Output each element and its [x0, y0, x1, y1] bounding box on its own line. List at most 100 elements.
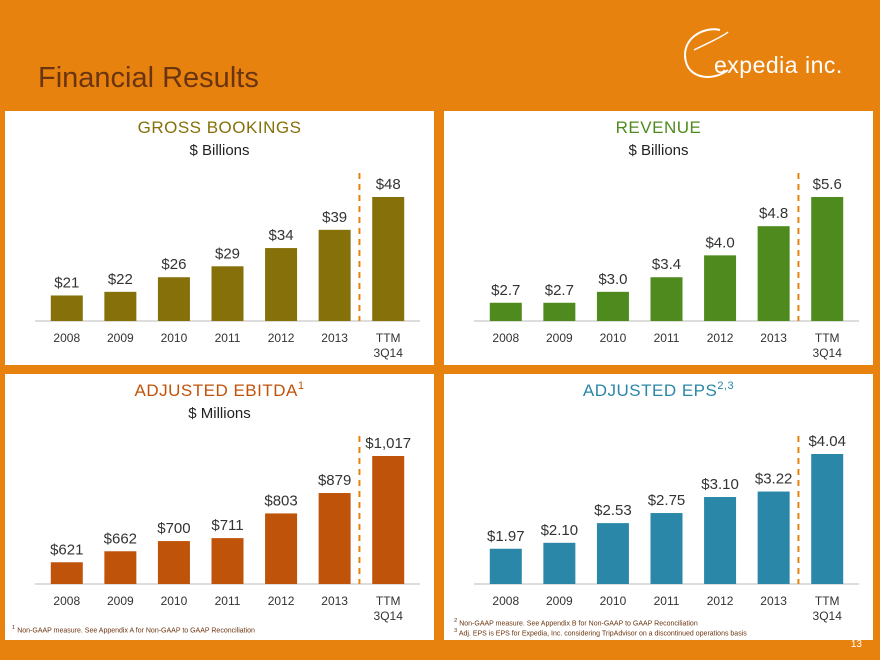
gross-bookings-data-label-2012: $34 [269, 227, 294, 244]
gross-bookings-subtitle: $ Billions [189, 142, 249, 159]
revenue-tick-label-2011: 2011 [654, 331, 680, 345]
adjusted-ebitda-tick-sublabel-ttm: 3Q14 [374, 609, 404, 623]
adjusted-eps-tick-label-2009: 2009 [546, 594, 573, 608]
adjusted-eps-data-label-2008: $1.97 [487, 528, 525, 545]
revenue-data-label-2011: $3.4 [652, 256, 681, 273]
revenue-tick-label-2012: 2012 [707, 331, 734, 345]
eps-footnote-2: 3 Adj. EPS is EPS for Expedia, Inc. cons… [454, 628, 747, 637]
adjusted-eps-bar-ttm [811, 454, 844, 584]
adjusted-ebitda-bar-2010 [157, 541, 190, 584]
gross-bookings-data-label-2011: $29 [215, 245, 240, 262]
revenue-data-label-2008: $2.7 [491, 282, 520, 299]
gross-bookings-bar-ttm [372, 197, 405, 321]
adjusted-ebitda-bar-ttm [372, 456, 405, 584]
gross-bookings-bar-2010 [157, 277, 190, 321]
gross-bookings-title: GROSS BOOKINGS [138, 118, 302, 137]
adjusted-eps-bar-2013 [757, 491, 790, 584]
adjusted-eps-svg: ADJUSTED EPS2,3 $1.97 2008 $2.10 2009 $2.53 20… [474, 380, 859, 623]
adjusted-eps-chart: ADJUSTED EPS2,3 $1.97 2008 $2.10 2009 $2.53 20… [444, 374, 873, 640]
expedia-swoosh-icon [684, 28, 729, 78]
adjusted-ebitda-data-label-2008: $621 [50, 541, 83, 558]
gross-bookings-title-text: GROSS BOOKINGS [138, 118, 302, 137]
gross-bookings-bar-2012 [265, 248, 298, 321]
gross-bookings-tick-label-2013: 2013 [321, 331, 348, 345]
revenue-subtitle: $ Billions [628, 142, 688, 159]
gross-bookings-tick-label-2008: 2008 [53, 331, 80, 345]
gross-bookings-bar-2009 [104, 291, 137, 321]
adjusted-eps-data-label-2012: $3.10 [701, 476, 739, 493]
gross-bookings-svg: GROSS BOOKINGS $ Billions $21 2008 $22 2009 $2… [35, 118, 420, 360]
gross-bookings-data-label-2010: $26 [161, 256, 186, 273]
ebitda-footnote-mark: 1 [12, 625, 16, 631]
gross-bookings-chart: GROSS BOOKINGS $ Billions $21 2008 $22 2009 $2… [5, 111, 434, 365]
adjusted-ebitda-tick-label-2010: 2010 [161, 594, 188, 608]
adjusted-eps-tick-label-ttm: TTM [815, 594, 840, 608]
adjusted-ebitda-data-label-2010: $700 [157, 520, 190, 537]
gross-bookings-tick-label-2011: 2011 [215, 331, 241, 345]
expedia-logo: expedia inc. [672, 22, 872, 92]
revenue-tick-label-2008: 2008 [492, 331, 519, 345]
adjusted-eps-tick-label-2008: 2008 [492, 594, 519, 608]
logo-wordmark: expedia inc. [714, 52, 843, 78]
adjusted-eps-data-label-2010: $2.53 [594, 502, 632, 519]
adjusted-ebitda-tick-label-2012: 2012 [268, 594, 295, 608]
adjusted-eps-data-label-2011: $2.75 [648, 492, 686, 509]
revenue-title-text: REVENUE [616, 118, 702, 137]
gross-bookings-data-label-2013: $39 [322, 209, 347, 226]
adjusted-ebitda-data-label-2013: $879 [318, 472, 351, 489]
adjusted-ebitda-bar-2008 [50, 562, 83, 584]
ebitda-footnote: 1 Non-GAAP measure. See Appendix A for N… [12, 625, 255, 634]
revenue-tick-label-ttm: TTM [815, 331, 840, 345]
eps-footnote-1-text: Non-GAAP measure. See Appendix B for Non… [459, 620, 698, 628]
gross-bookings-tick-label-2010: 2010 [161, 331, 188, 345]
adjusted-ebitda-bar-2011 [211, 538, 244, 584]
adjusted-ebitda-data-label-2009: $662 [104, 530, 137, 547]
adjusted-ebitda-tick-label-2013: 2013 [321, 594, 348, 608]
page-number: 13 [850, 639, 862, 650]
gross-bookings-data-label-ttm: $48 [376, 176, 401, 193]
revenue-bar-2011 [650, 277, 683, 321]
revenue-data-label-2009: $2.7 [545, 282, 574, 299]
revenue-bar-2009 [543, 302, 576, 321]
adjusted-eps-data-label-ttm: $4.04 [808, 433, 846, 450]
adjusted-eps-bar-2009 [543, 542, 576, 584]
ebitda-footnote-text: Non-GAAP measure. See Appendix A for Non… [17, 627, 255, 635]
revenue-data-label-2012: $4.0 [705, 234, 734, 251]
adjusted-ebitda-tick-label-2008: 2008 [53, 594, 80, 608]
adjusted-eps-title-text: ADJUSTED EPS [583, 381, 717, 400]
adjusted-ebitda-tick-label-2011: 2011 [215, 594, 241, 608]
adjusted-eps-tick-label-2010: 2010 [600, 594, 627, 608]
adjusted-ebitda-data-label-2012: $803 [264, 492, 297, 509]
adjusted-ebitda-subtitle: $ Millions [188, 405, 251, 422]
gross-bookings-bar-2008 [50, 295, 83, 321]
adjusted-ebitda-title-sup: 1 [298, 380, 305, 392]
adjusted-eps-tick-label-2012: 2012 [707, 594, 734, 608]
page-title: Financial Results [38, 62, 259, 94]
adjusted-ebitda-svg: ADJUSTED EBITDA1 $ Millions $621 2008 $662 20… [35, 380, 420, 623]
adjusted-ebitda-data-label-ttm: $1,017 [365, 435, 411, 452]
adjusted-eps-bar-2010 [596, 523, 629, 584]
adjusted-ebitda-title: ADJUSTED EBITDA1 [135, 380, 305, 400]
revenue-bar-2012 [704, 255, 737, 321]
adjusted-eps-title-sup: 2,3 [717, 380, 734, 392]
revenue-tick-label-2009: 2009 [546, 331, 573, 345]
adjusted-ebitda-chart: ADJUSTED EBITDA1 $ Millions $621 2008 $662 20… [5, 374, 434, 640]
adjusted-ebitda-title-text: ADJUSTED EBITDA [135, 381, 299, 400]
revenue-bar-2013 [757, 226, 790, 321]
revenue-chart: REVENUE $ Billions $2.7 2008 $2.7 2009 $3.0 201… [444, 111, 873, 365]
eps-footnote-1-mark: 2 [454, 618, 458, 624]
adjusted-eps-tick-label-2011: 2011 [654, 594, 680, 608]
gross-bookings-tick-label-2009: 2009 [107, 331, 134, 345]
revenue-tick-label-2013: 2013 [760, 331, 787, 345]
adjusted-eps-bar-2008 [489, 548, 522, 584]
adjusted-eps-bar-2011 [650, 513, 683, 584]
revenue-data-label-2013: $4.8 [759, 205, 788, 222]
adjusted-eps-tick-sublabel-ttm: 3Q14 [813, 609, 843, 623]
gross-bookings-data-label-2009: $22 [108, 271, 133, 288]
adjusted-eps-title: ADJUSTED EPS2,3 [583, 380, 734, 400]
adjusted-ebitda-bar-2012 [265, 513, 298, 584]
eps-footnote-2-mark: 3 [454, 628, 458, 634]
revenue-bar-2010 [596, 291, 629, 321]
eps-footnote-1: 2 Non-GAAP measure. See Appendix B for N… [454, 618, 698, 627]
revenue-title: REVENUE [616, 118, 702, 137]
